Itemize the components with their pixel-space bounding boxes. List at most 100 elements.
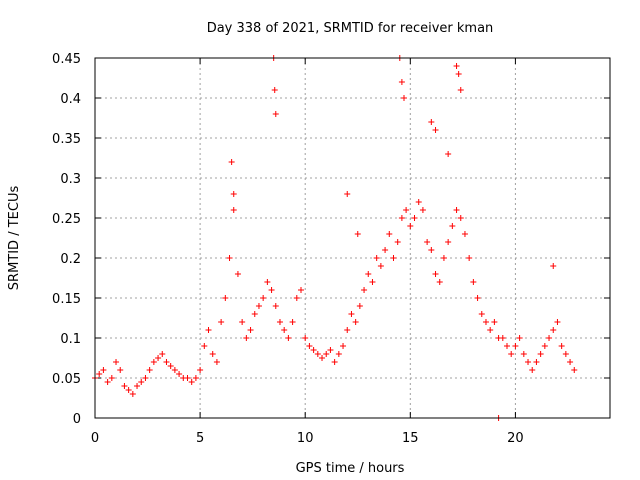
y-tick-label: 0.35	[52, 132, 81, 147]
data-point	[457, 215, 464, 221]
data-point	[285, 335, 292, 341]
data-point	[529, 367, 536, 373]
data-point	[403, 207, 410, 213]
data-point	[176, 371, 183, 377]
data-point	[222, 295, 229, 301]
data-point	[213, 359, 220, 365]
data-point	[150, 359, 157, 365]
data-point	[155, 355, 162, 361]
data-point	[327, 347, 334, 353]
data-point	[401, 95, 407, 101]
data-point	[453, 207, 460, 213]
data-point	[129, 391, 136, 397]
data-point	[533, 359, 540, 365]
data-point	[340, 343, 347, 349]
data-point	[419, 207, 426, 213]
data-point	[508, 351, 515, 357]
data-point	[567, 359, 574, 365]
data-point	[525, 359, 532, 365]
data-point	[298, 287, 304, 293]
data-point	[302, 335, 309, 341]
data-point	[331, 359, 338, 365]
data-point	[411, 215, 418, 221]
data-point	[138, 379, 145, 385]
data-point	[159, 351, 166, 357]
data-point	[482, 319, 489, 325]
data-point	[205, 327, 212, 333]
data-point	[361, 287, 368, 293]
y-axis-label: SRMTID / TECUs	[7, 186, 22, 291]
data-point	[306, 343, 313, 349]
data-point	[382, 247, 389, 253]
data-point	[218, 319, 225, 325]
data-point	[365, 271, 372, 277]
data-point	[255, 303, 262, 309]
data-points	[92, 55, 578, 421]
data-point	[104, 379, 111, 385]
data-point	[386, 231, 393, 237]
data-point	[234, 271, 241, 277]
y-tick-label: 0.1	[60, 332, 81, 347]
data-point	[369, 279, 376, 285]
data-point	[554, 319, 561, 325]
data-point	[230, 207, 237, 213]
data-point	[230, 191, 237, 197]
data-point	[491, 319, 498, 325]
data-point	[537, 351, 544, 357]
data-point	[415, 199, 422, 205]
data-point	[516, 335, 523, 341]
chart-title: Day 338 of 2021, SRMTID for receiver kma…	[207, 21, 494, 36]
data-point	[100, 367, 107, 373]
data-point	[197, 367, 204, 373]
data-point	[113, 359, 120, 365]
data-point	[239, 319, 246, 325]
data-point	[550, 263, 557, 269]
data-point	[323, 351, 330, 357]
data-point	[310, 347, 317, 353]
data-point	[163, 359, 170, 365]
x-tick-label: 15	[402, 431, 419, 446]
data-point	[272, 303, 279, 309]
data-point	[470, 279, 477, 285]
x-tick-label: 5	[196, 431, 204, 446]
data-point	[428, 247, 435, 253]
y-tick-label: 0	[73, 412, 81, 427]
x-tick-label: 0	[91, 431, 99, 446]
data-point	[432, 271, 439, 277]
data-point	[243, 335, 250, 341]
data-point	[377, 263, 384, 269]
data-point	[354, 231, 361, 237]
data-point	[344, 327, 351, 333]
data-point	[373, 255, 380, 261]
data-point	[445, 239, 452, 245]
data-point	[226, 255, 233, 261]
data-point	[96, 371, 103, 377]
data-point	[424, 239, 431, 245]
data-point	[188, 379, 195, 385]
data-point	[171, 367, 178, 373]
data-point	[428, 119, 435, 125]
data-point	[398, 215, 405, 221]
data-point	[348, 311, 355, 317]
data-point	[453, 63, 460, 69]
data-point	[461, 231, 468, 237]
data-point	[192, 375, 199, 381]
data-point	[394, 239, 401, 245]
y-tick-label: 0.3	[60, 172, 81, 187]
data-point	[276, 319, 283, 325]
x-tick-label: 10	[297, 431, 314, 446]
data-point	[117, 367, 124, 373]
data-point	[466, 255, 473, 261]
data-point	[390, 255, 397, 261]
data-point	[558, 343, 565, 349]
data-point	[268, 287, 275, 293]
data-point	[571, 367, 578, 373]
y-tick-label: 0.45	[52, 52, 81, 67]
data-point	[281, 327, 288, 333]
x-axis-label: GPS time / hours	[296, 461, 405, 476]
data-point	[541, 343, 548, 349]
data-point	[134, 383, 141, 389]
y-tick-label: 0.4	[60, 92, 81, 107]
data-point	[550, 327, 557, 333]
data-point	[455, 71, 462, 77]
